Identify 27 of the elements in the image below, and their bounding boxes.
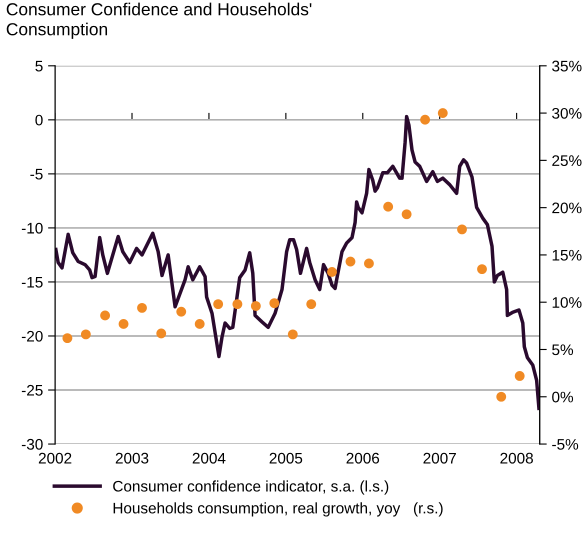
x-tick-label: 2005 [270, 452, 302, 464]
x-tick-label: 2007 [423, 452, 456, 464]
y-tick-label: -15 [22, 276, 43, 288]
y-tick-label: 0 [35, 114, 43, 126]
y2-tick-label: 25% [552, 155, 582, 166]
y2-tick-label: 15% [552, 250, 582, 261]
legend-label: Households consumption, real growth, yoy (r.s.) [114, 502, 443, 517]
y-tick-label: -25 [22, 384, 43, 396]
y-tick-label: -20 [22, 330, 43, 342]
y-tick-label: -5 [30, 168, 43, 180]
y-tick-label: -30 [22, 438, 43, 450]
y-tick-label: -10 [22, 222, 43, 234]
legend-label: Consumer confidence indicator, s.a. (l.s.) [113, 480, 388, 495]
y2-tick-label: 10% [552, 297, 582, 308]
x-tick-label: 2006 [346, 452, 380, 464]
y2-tick-label: 0% [552, 392, 574, 402]
y2-tick-label: 20% [552, 202, 582, 214]
x-tick-label: 2004 [192, 452, 226, 464]
x-tick-label: 2008 [500, 452, 533, 464]
y2-tick-label: -5% [552, 438, 578, 450]
y2-tick-label: 30% [552, 108, 582, 119]
chart-title: Consumer Confidence and Households' Consumption [6, 2, 312, 39]
y2-tick-label: 35% [552, 60, 582, 72]
x-tick-label: 2002 [38, 452, 72, 464]
y2-tick-label: 5% [552, 344, 574, 356]
y-tick-label: 5 [35, 60, 43, 72]
x-tick-label: 2003 [116, 452, 148, 464]
